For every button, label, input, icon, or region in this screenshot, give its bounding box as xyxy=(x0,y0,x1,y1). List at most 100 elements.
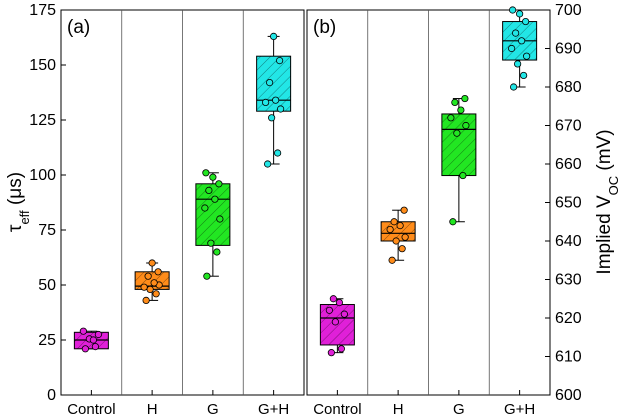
box-control xyxy=(319,295,355,357)
data-point xyxy=(262,98,270,107)
data-point xyxy=(400,206,408,214)
y-tick-label: 50 xyxy=(38,277,56,294)
y-tick-label: 175 xyxy=(29,2,56,19)
data-point xyxy=(81,345,89,353)
data-point xyxy=(392,237,400,245)
y-tick-label: 680 xyxy=(555,79,582,96)
y-title-unit: (μs) xyxy=(5,172,26,210)
box-h xyxy=(134,259,170,304)
y-tick-label: 150 xyxy=(29,57,56,74)
data-point xyxy=(94,330,102,339)
box-g xyxy=(195,169,231,280)
data-point xyxy=(520,71,528,80)
data-point xyxy=(202,169,210,177)
data-point xyxy=(509,6,517,14)
y-tick-label: 610 xyxy=(555,349,582,366)
y-tick-label: 630 xyxy=(555,272,582,289)
data-point xyxy=(457,106,465,114)
panel-b-y-ticks: 600 610 620 630 640 650 660 670 680 690 700 xyxy=(545,2,582,404)
panel-a-y-axis-title: τeff (μs) xyxy=(5,172,32,232)
y-tick-label: 650 xyxy=(555,195,582,212)
data-point xyxy=(337,345,345,353)
data-point xyxy=(276,56,284,65)
data-point xyxy=(340,310,348,318)
y-tick-label: 640 xyxy=(555,233,582,250)
data-point xyxy=(148,259,156,267)
y-tick-label: 25 xyxy=(38,332,56,349)
panel-a: (a) 0 25 50 75 100 125 150 175 Control H G G+H τef… xyxy=(5,2,305,416)
box-outline xyxy=(441,113,477,177)
data-point xyxy=(268,114,276,122)
data-point xyxy=(516,10,524,18)
data-point xyxy=(79,327,87,335)
y-tick-label: 660 xyxy=(555,156,582,173)
data-point xyxy=(510,83,518,91)
y-title-sub: eff xyxy=(17,210,32,225)
y-tick-label: 100 xyxy=(29,167,56,184)
box-gplush xyxy=(502,6,538,91)
y-title-main: τ xyxy=(5,224,26,232)
data-point xyxy=(512,29,520,37)
data-point xyxy=(207,239,215,247)
y-tick-label: 620 xyxy=(555,310,582,327)
y-title-unit: (mV) xyxy=(594,129,615,175)
box-g xyxy=(441,94,477,226)
panel-b-category-labels: Control H G G+H xyxy=(313,390,535,416)
box-gplush xyxy=(256,32,292,168)
panel-a-dividers xyxy=(121,10,244,395)
x-tick-label: G xyxy=(207,401,219,416)
panel-a-category-labels: Control H G G+H xyxy=(67,390,289,416)
data-point xyxy=(152,290,160,298)
data-point xyxy=(91,342,99,351)
box-control xyxy=(73,327,109,353)
data-point xyxy=(451,98,459,107)
data-point xyxy=(461,94,469,103)
data-point xyxy=(449,218,457,226)
data-point xyxy=(142,296,150,304)
data-point xyxy=(459,171,467,180)
box-outline xyxy=(195,183,231,246)
y-tick-label: 600 xyxy=(555,387,582,404)
panel-a-label: (a) xyxy=(67,17,90,38)
data-point xyxy=(514,60,522,68)
panel-a-y-ticks: 0 25 50 75 100 125 150 175 xyxy=(29,2,66,404)
data-point xyxy=(213,248,221,256)
y-tick-label: 670 xyxy=(555,118,582,135)
x-tick-label: H xyxy=(147,401,158,416)
y-tick-label: 75 xyxy=(38,222,56,239)
data-point xyxy=(522,17,530,26)
data-point xyxy=(216,215,224,223)
y-title-sub: OC xyxy=(606,176,621,196)
panel-b-y-axis-title: Implied VOC (mV) xyxy=(594,129,621,274)
data-point xyxy=(146,285,154,293)
data-point xyxy=(396,222,404,230)
data-point xyxy=(154,268,162,276)
data-point xyxy=(335,298,343,307)
panel-b-label: (b) xyxy=(313,17,336,38)
data-point xyxy=(211,195,219,203)
box-h xyxy=(380,206,416,264)
data-point xyxy=(508,44,516,53)
data-point xyxy=(523,52,531,60)
data-point xyxy=(386,225,394,234)
data-point xyxy=(388,256,396,264)
data-point xyxy=(209,173,217,181)
x-tick-label: G+H xyxy=(258,401,289,416)
data-point xyxy=(325,306,333,314)
x-tick-label: G+H xyxy=(504,401,535,416)
data-point xyxy=(201,204,209,212)
y-tick-label: 700 xyxy=(555,2,582,19)
x-tick-label: Control xyxy=(313,401,361,416)
y-tick-label: 125 xyxy=(29,112,56,129)
panel-a-boxes xyxy=(73,32,292,353)
data-point xyxy=(205,186,213,194)
data-point xyxy=(89,336,97,344)
y-tick-label: 690 xyxy=(555,41,582,58)
data-point xyxy=(272,96,280,104)
data-point xyxy=(140,283,148,291)
data-point xyxy=(277,105,285,113)
data-point xyxy=(401,233,409,241)
data-point xyxy=(518,37,526,45)
data-point xyxy=(215,180,223,188)
